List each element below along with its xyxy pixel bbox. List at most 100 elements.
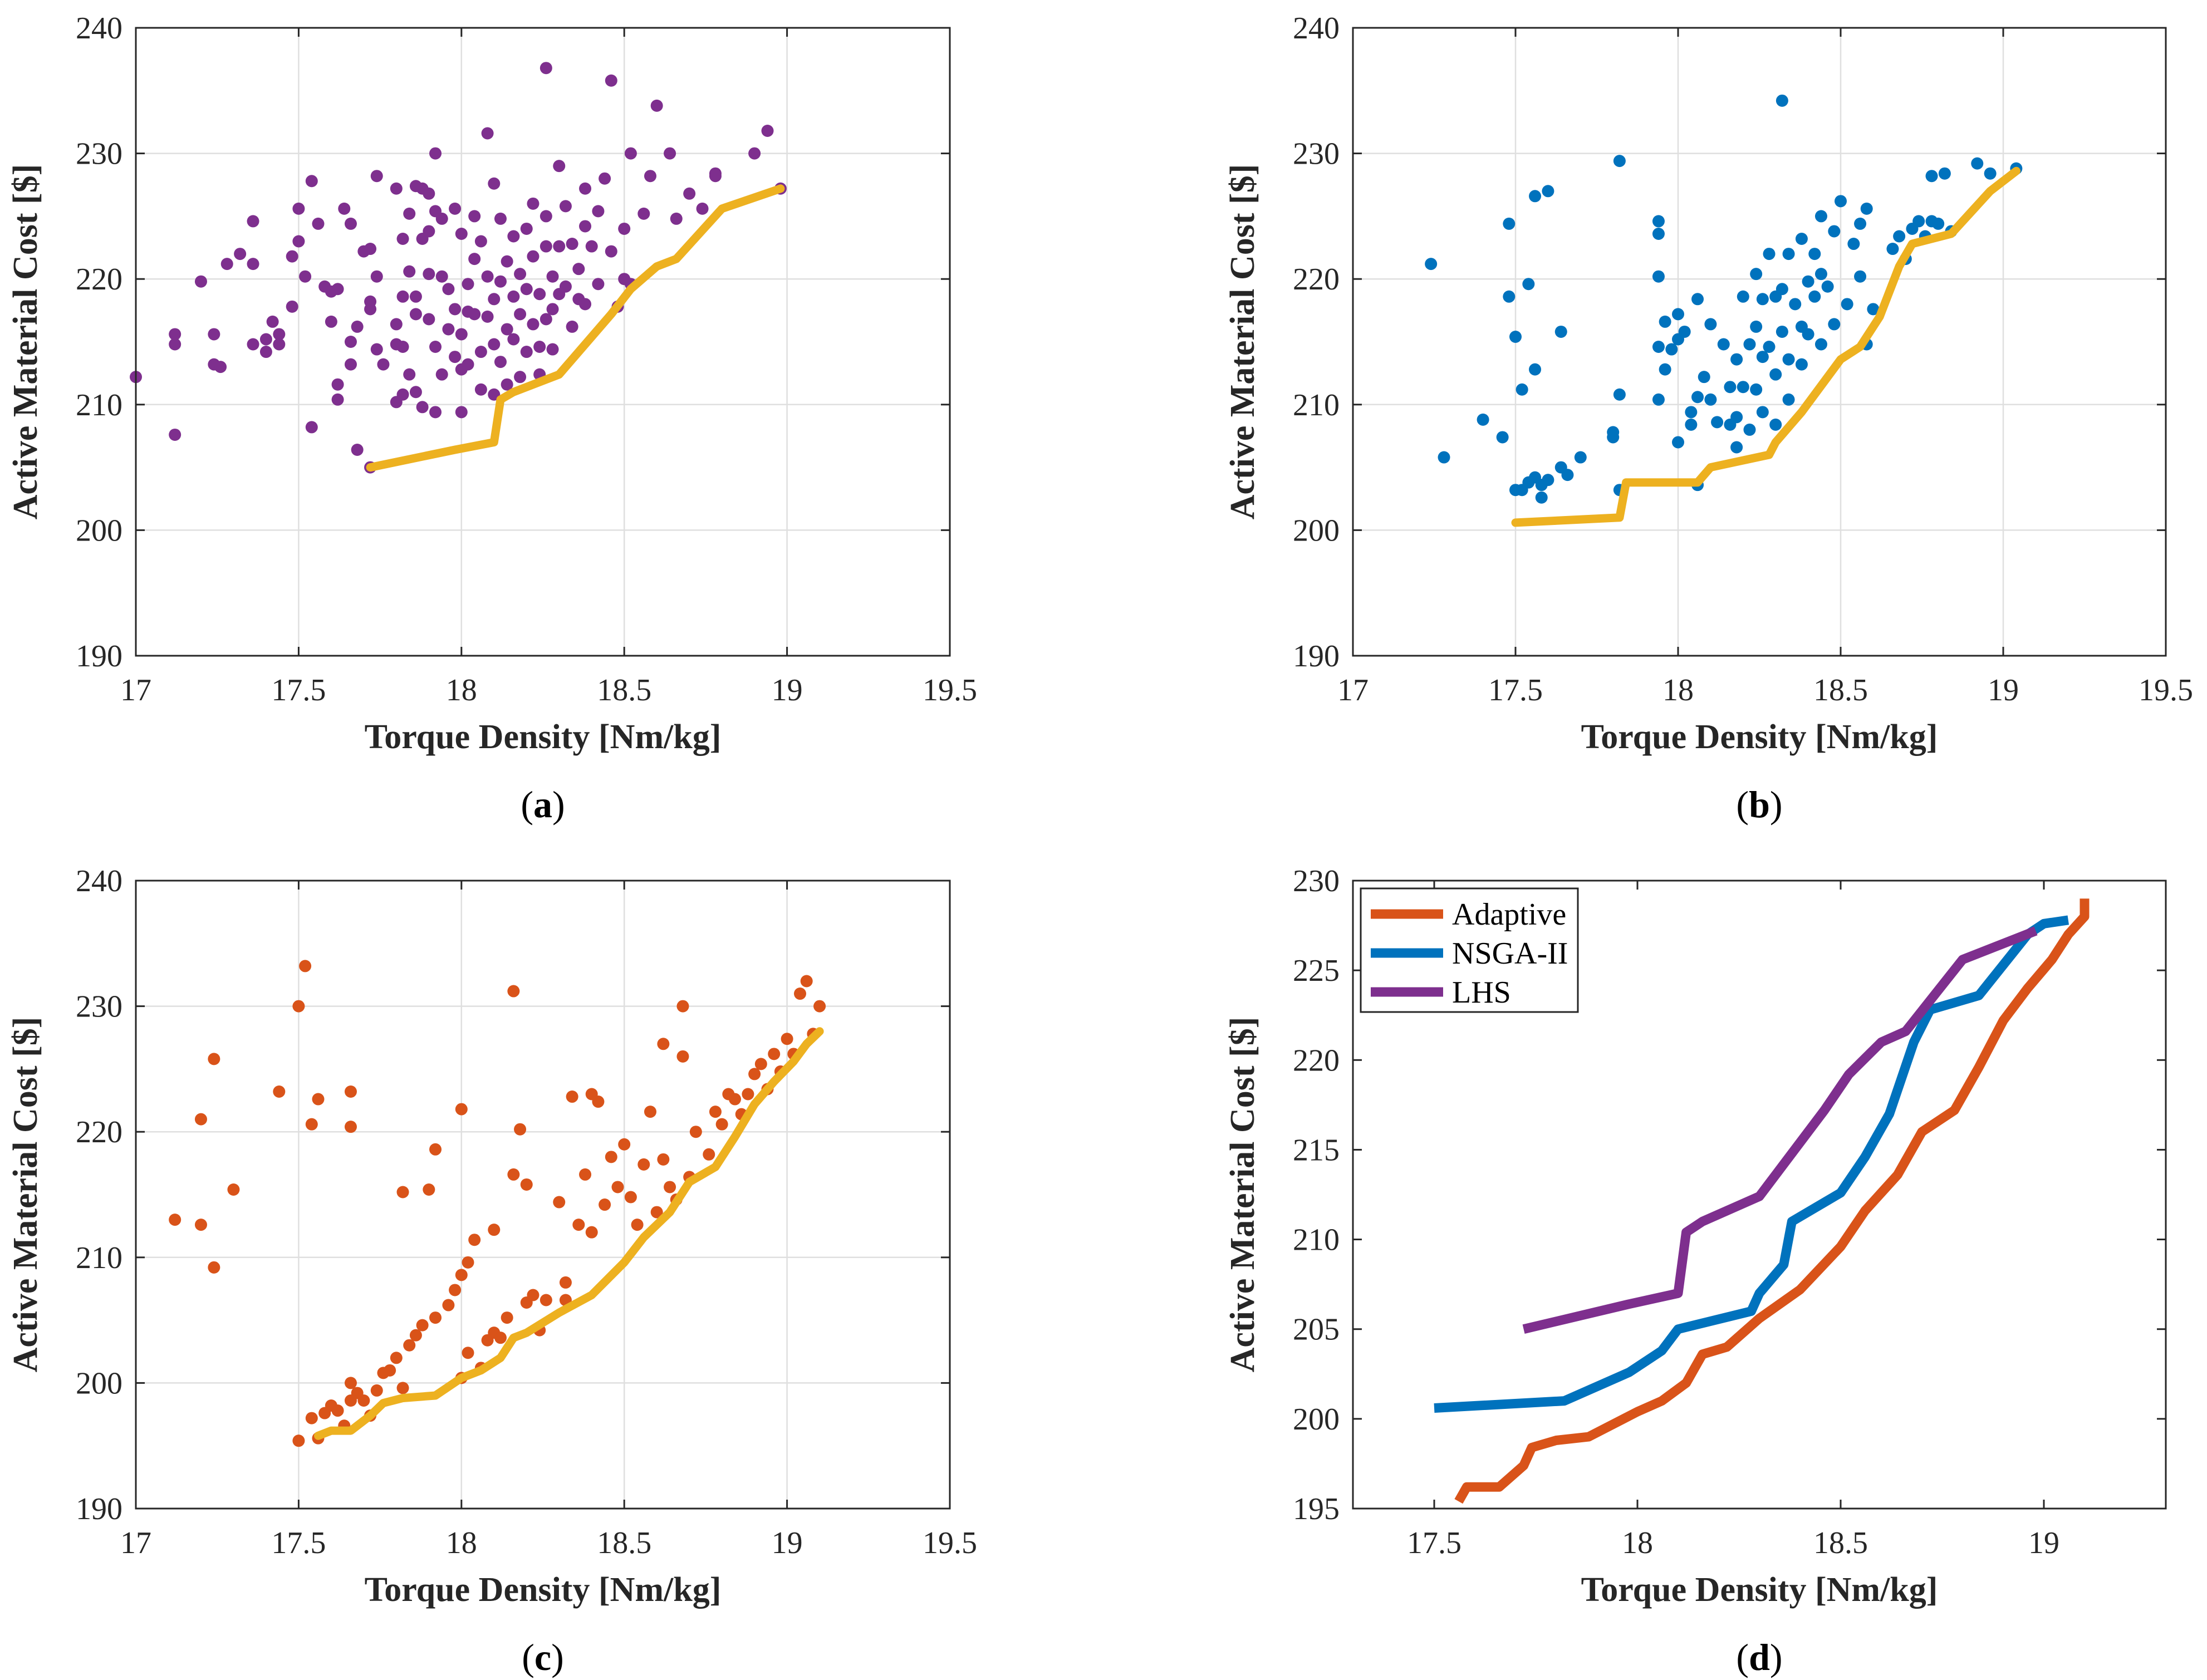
scatter-point xyxy=(644,1106,656,1118)
scatter-point xyxy=(494,1332,507,1344)
scatter-point xyxy=(1685,406,1698,419)
scatter-point xyxy=(462,278,474,291)
scatter-point xyxy=(527,318,540,331)
scatter-point xyxy=(423,225,435,238)
scatter-point xyxy=(468,308,481,321)
y-tick-label: 225 xyxy=(1293,954,1340,988)
scatter-point xyxy=(1678,325,1691,338)
y-tick-label: 240 xyxy=(76,11,122,46)
y-tick-label: 200 xyxy=(76,1366,122,1401)
scatter-point xyxy=(1737,381,1749,394)
scatter-point xyxy=(1425,258,1438,271)
scatter-point xyxy=(1841,298,1853,311)
y-tick-label: 230 xyxy=(76,137,122,171)
scatter-point xyxy=(1912,215,1925,228)
scatter-point xyxy=(364,303,377,316)
scatter-point xyxy=(1782,353,1795,366)
y-tick-label: 240 xyxy=(76,864,122,898)
legend-label: LHS xyxy=(1452,975,1511,1010)
scatter-point xyxy=(234,248,247,261)
caption-paren: ) xyxy=(1770,783,1783,826)
scatter-point xyxy=(1503,217,1516,230)
scatter-point xyxy=(208,1053,220,1065)
x-tick-label: 17 xyxy=(120,673,151,708)
scatter-point xyxy=(481,270,494,283)
scatter-point xyxy=(624,1191,637,1203)
scatter-point xyxy=(1867,303,1880,316)
scatter-point xyxy=(507,333,520,346)
x-tick-label: 17.5 xyxy=(1488,673,1543,708)
scatter-point xyxy=(1607,426,1620,439)
pareto-front-line xyxy=(314,1027,824,1440)
scatter-point xyxy=(1814,338,1827,351)
scatter-point xyxy=(1717,338,1730,351)
scatter-point xyxy=(540,313,552,326)
scatter-point xyxy=(194,1113,207,1126)
scatter-point xyxy=(1554,325,1567,338)
scatter-point xyxy=(579,298,592,311)
y-tick-label: 200 xyxy=(76,513,122,548)
scatter-point xyxy=(331,393,344,406)
panel-d: 17.5 18 18.5 19 195 200 205 210 215 220 225 230 Torq… xyxy=(1224,864,2167,1678)
scatter-point xyxy=(1756,293,1769,306)
scatter-point xyxy=(514,268,527,281)
scatter-point xyxy=(344,1377,357,1389)
scatter-point xyxy=(813,1000,826,1013)
scatter-point xyxy=(501,378,513,391)
scatter-point xyxy=(429,147,442,160)
scatter-point xyxy=(305,175,318,188)
scatter-point xyxy=(1711,416,1724,429)
scatter-point xyxy=(481,310,494,323)
scatter-point xyxy=(1795,358,1808,371)
scatter-point xyxy=(1652,393,1665,406)
scatter-point xyxy=(1613,155,1626,168)
y-tick-label: 220 xyxy=(1293,1043,1340,1078)
scatter-point xyxy=(501,323,513,336)
scatter-point xyxy=(455,328,468,341)
scatter-point xyxy=(676,1050,689,1063)
scatter-point xyxy=(553,240,566,253)
scatter-point xyxy=(592,205,605,218)
scatter-point xyxy=(344,217,357,230)
scatter-point xyxy=(220,258,233,271)
scatter-point xyxy=(611,1181,624,1193)
scatter-point xyxy=(1938,167,1951,180)
y-tick-label: 230 xyxy=(76,990,122,1024)
pareto-front-line xyxy=(366,184,785,472)
scatter-point xyxy=(409,308,422,321)
scatter-point xyxy=(403,265,416,278)
scatter-point xyxy=(344,1121,357,1133)
scatter-point xyxy=(507,1168,520,1181)
scatter-point xyxy=(396,341,409,353)
scatter-point xyxy=(1925,170,1938,183)
plot-area xyxy=(1353,28,2166,656)
scatter-point xyxy=(488,1224,501,1236)
scatter-point xyxy=(572,1219,585,1231)
scatter-point xyxy=(1893,230,1906,243)
scatter-point xyxy=(449,1284,462,1296)
scatter-point xyxy=(390,182,403,195)
scatter-point xyxy=(1750,320,1763,333)
scatter-point xyxy=(559,280,572,293)
scatter-point xyxy=(1821,280,1834,293)
scatter-point xyxy=(305,1412,318,1424)
caption-paren: ) xyxy=(552,783,565,826)
scatter-point xyxy=(1516,383,1528,396)
scatter-point xyxy=(546,270,559,283)
scatter-point xyxy=(455,227,468,240)
y-tick-label: 240 xyxy=(1293,11,1340,46)
series-line-nsga-ii xyxy=(1434,915,2069,1413)
scatter-point xyxy=(370,270,383,283)
scatter-point xyxy=(1776,325,1788,338)
panel-c: 17 17.5 18 18.5 19 19.5 190 200 210 220 230 240 Torq… xyxy=(7,864,977,1678)
scatter-point xyxy=(1860,202,1873,215)
scatter-point xyxy=(423,1183,435,1196)
scatter-point xyxy=(344,358,357,371)
x-tick-label: 19.5 xyxy=(923,1526,977,1560)
x-tick-label: 19 xyxy=(1988,673,2019,708)
scatter-point xyxy=(592,278,605,291)
scatter-point xyxy=(624,147,637,160)
scatter-point xyxy=(650,1206,663,1219)
scatter-point xyxy=(429,1143,442,1156)
scatter-point xyxy=(1672,308,1684,321)
